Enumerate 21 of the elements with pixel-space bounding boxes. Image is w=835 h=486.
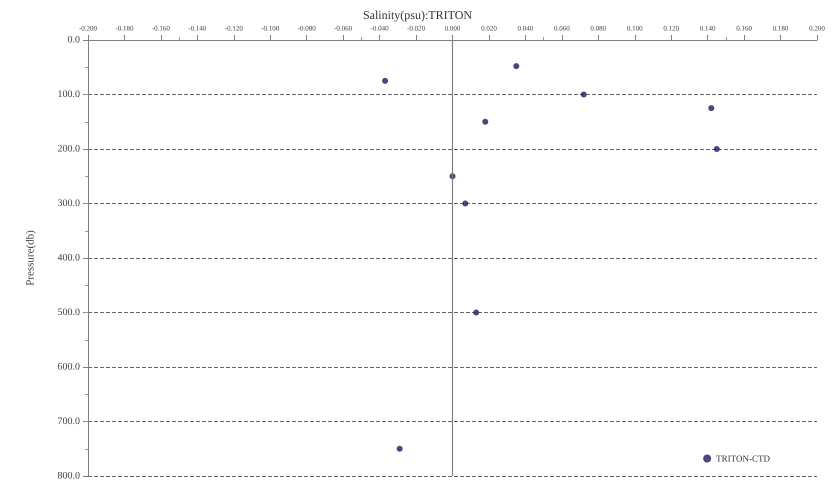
point (396, 446, 403, 452)
chart-title: Salinity(psu):TRITON (362, 8, 472, 22)
legend-label: TRITON-CTD (716, 454, 770, 464)
point (714, 146, 720, 152)
y-tick-label: 200.0 (58, 144, 80, 154)
point (513, 63, 520, 70)
y-tick-label: 700.0 (58, 416, 80, 427)
point (708, 105, 714, 112)
y-tick-label: 500.0 (58, 307, 80, 318)
y-tick-label: 600.0 (58, 362, 80, 372)
point (482, 118, 488, 125)
y-axis-title: Pressure(db) (24, 230, 36, 286)
point (462, 200, 468, 206)
y-tick-label: 400.0 (58, 252, 80, 264)
y-tick-label: 0.0 (68, 34, 80, 46)
y-tick-label: 800.0 (58, 470, 80, 482)
point (473, 310, 480, 316)
point (382, 78, 388, 84)
point (580, 92, 587, 98)
y-tick-label: 100.0 (58, 89, 80, 100)
y-tick-label: 300.0 (58, 198, 80, 209)
